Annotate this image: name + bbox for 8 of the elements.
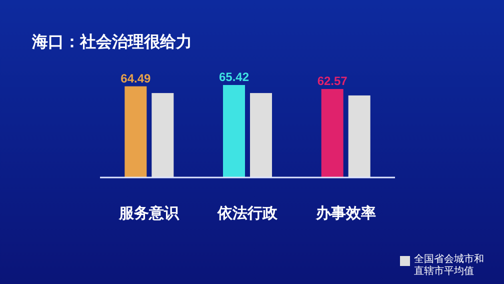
x-tick-label: 依法行政 xyxy=(216,205,278,222)
data-label: 64.49 xyxy=(120,71,152,86)
legend-label: 全国省会城市和直辖市平均值 xyxy=(414,253,484,277)
data-label: 65.42 xyxy=(218,70,250,84)
x-tick-label: 办事效率 xyxy=(314,204,376,222)
x-tick-label: 服务意识 xyxy=(118,205,180,222)
chart-title: 海口：社会治理很给力 xyxy=(31,33,192,51)
data-label: 62.57 xyxy=(317,74,348,88)
